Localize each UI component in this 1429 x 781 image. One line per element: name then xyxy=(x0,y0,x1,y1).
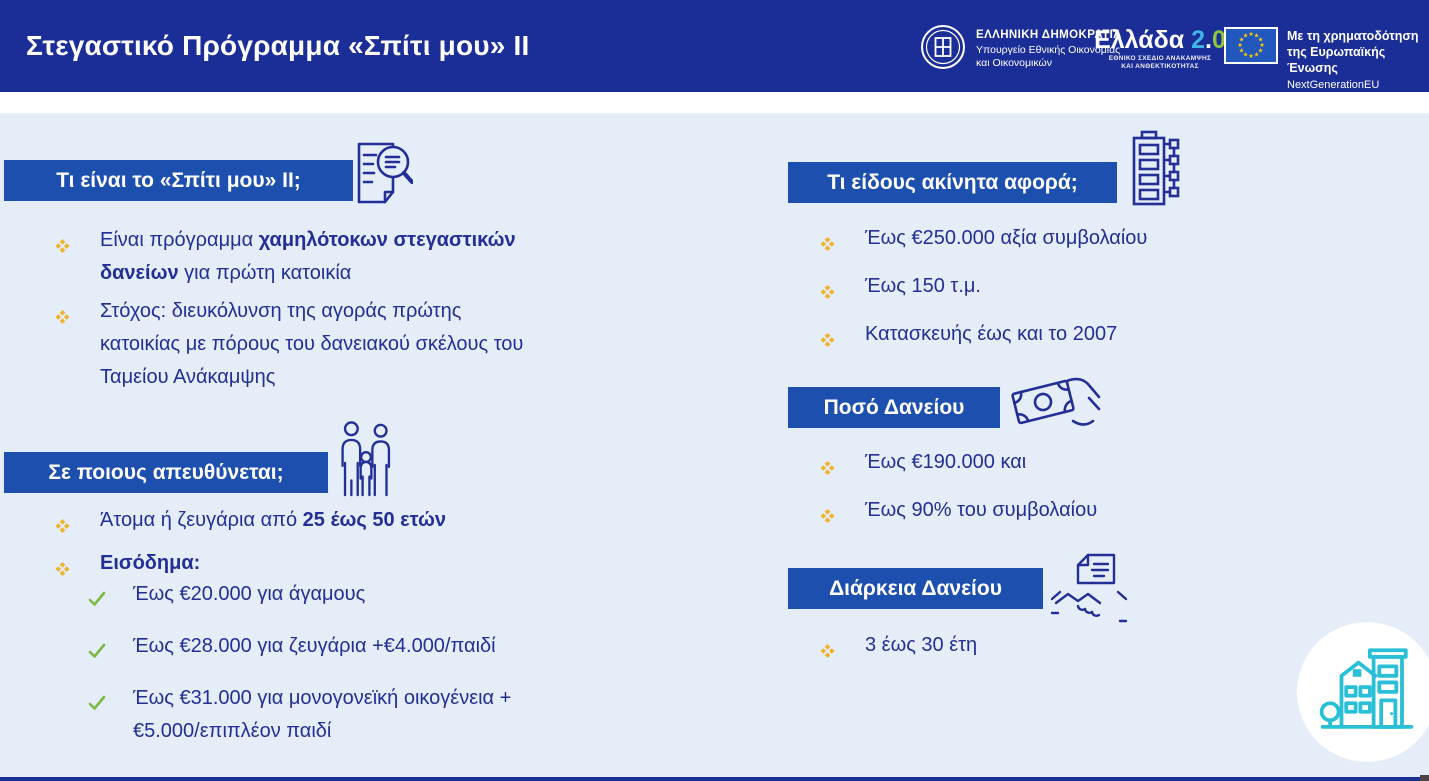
gov-logo-text: ΕΛΛΗΝΙΚΗ ΔΗΜΟΚΡΑΤΙΑ Υπουργείο Εθνικής Οι… xyxy=(976,29,1122,70)
list-item: Κατασκευής έως και το 2007 xyxy=(820,318,1260,359)
bullet-text: Έως 90% του συμβολαίου xyxy=(865,499,1098,521)
page-title: Στεγαστικό Πρόγραμμα «Σπίτι μου» II xyxy=(26,30,530,61)
greece20-zero: 0 xyxy=(1211,26,1226,54)
section-header-property: Τι είδους ακίνητα αφορά; xyxy=(788,162,1117,203)
greece-2-0-logo: Ελλάδα 2.0 ΕΘΝΙΚΟ ΣΧΕΔΙΟ ΑΝΑΚΑΜΨΗΣ ΚΑΙ Α… xyxy=(1093,27,1227,71)
document-search-icon xyxy=(355,140,415,211)
who-bullet-list: Άτομα ή ζευγάρια από 25 έως 50 ετών Εισόδ… xyxy=(55,504,595,590)
list-item: Εισόδημα: xyxy=(55,547,595,588)
income-check-list: Έως €20.000 για άγαμους Έως €28.000 για ζ… xyxy=(88,578,568,760)
buildings-icon xyxy=(1315,638,1419,747)
list-item: Έως €20.000 για άγαμους xyxy=(88,578,568,618)
diamond-bullet-icon xyxy=(55,547,100,588)
list-item: Έως €190.000 και xyxy=(820,446,1260,487)
section-header-loan-amount: Ποσό Δανείου xyxy=(788,387,1000,428)
bullet-text: 3 έως 30 έτη xyxy=(865,634,978,656)
bullet-text: Έως €20.000 για άγαμους xyxy=(133,583,366,605)
banknote-hand-icon xyxy=(1003,370,1103,439)
svg-text:★: ★ xyxy=(1248,31,1254,38)
list-item: Έως 150 τ.μ. xyxy=(820,270,1260,311)
greece20-dot: . xyxy=(1205,26,1212,54)
loan-duration-bullet-list: 3 έως 30 έτη xyxy=(820,629,1260,677)
bullet-text: Κατασκευής έως και το 2007 xyxy=(865,323,1118,345)
svg-text:★: ★ xyxy=(1259,42,1265,49)
diamond-bullet-icon xyxy=(820,222,865,263)
loan-amount-bullet-list: Έως €190.000 και Έως 90% του συμβολαίου xyxy=(820,446,1260,542)
bullet-text: Είναι πρόγραμμα χαμηλότοκων στεγαστικών … xyxy=(100,229,516,284)
check-icon xyxy=(88,682,133,748)
eu-funding-line2: της Ευρωπαϊκής Ένωσης xyxy=(1287,45,1386,75)
bullet-text: Έως 150 τ.μ. xyxy=(865,275,981,297)
svg-text:★: ★ xyxy=(1243,33,1249,40)
section-header-loan-duration: Διάρκεια Δανείου xyxy=(788,568,1043,609)
svg-text:★: ★ xyxy=(1254,52,1260,59)
greece20-wordmark: Ελλάδα xyxy=(1094,26,1185,54)
buildings-circle-badge xyxy=(1297,622,1429,762)
svg-text:★: ★ xyxy=(1237,42,1243,49)
greece20-two: 2 xyxy=(1191,26,1206,54)
family-icon xyxy=(338,420,394,505)
gov-name: ΕΛΛΗΝΙΚΗ ΔΗΜΟΚΡΑΤΙΑ xyxy=(976,29,1122,41)
bullet-text: Έως €28.000 για ζευγάρια +€4.000/παιδί xyxy=(133,635,496,657)
diamond-bullet-icon xyxy=(820,494,865,535)
section-header-what-is: Τι είναι το «Σπίτι μου» II; xyxy=(4,160,353,201)
gov-ministry-line1: Υπουργείο Εθνικής Οικονομίας xyxy=(976,44,1121,56)
svg-text:★: ★ xyxy=(1239,48,1245,55)
check-icon xyxy=(88,578,133,618)
property-bullet-list: Έως €250.000 αξία συμβολαίου Έως 150 τ.μ.… xyxy=(820,222,1260,366)
diamond-bullet-icon xyxy=(55,504,100,545)
list-item: Είναι πρόγραμμα χαμηλότοκων στεγαστικών … xyxy=(55,224,545,290)
eu-flag-icon: ★ ★ ★ ★ ★ ★ ★ ★ ★ ★ ★ ★ xyxy=(1224,27,1278,69)
list-item: Έως €250.000 αξία συμβολαίου xyxy=(820,222,1260,263)
greece20-subtitle-line1: ΕΘΝΙΚΟ ΣΧΕΔΙΟ ΑΝΑΚΑΜΨΗΣ xyxy=(1108,55,1212,62)
eu-funding-line1: Με τη χρηματοδότηση xyxy=(1287,29,1419,43)
greece20-subtitle-line2: ΚΑΙ ΑΝΘΕΚΤΙΚΟΤΗΤΑΣ xyxy=(1121,63,1199,70)
diamond-bullet-icon xyxy=(820,629,865,670)
bullet-text: Στόχος: διευκόλυνση της αγοράς πρώτης κα… xyxy=(100,300,524,388)
header-divider xyxy=(0,92,1429,113)
svg-text:★: ★ xyxy=(1243,52,1249,59)
list-item: Στόχος: διευκόλυνση της αγοράς πρώτης κα… xyxy=(55,295,545,394)
list-item: Έως 90% του συμβολαίου xyxy=(820,494,1260,535)
corner-artifact xyxy=(1420,775,1429,781)
list-item: Έως €28.000 για ζευγάρια +€4.000/παιδί xyxy=(88,630,568,670)
bullet-text: Έως €190.000 και xyxy=(865,451,1027,473)
svg-text:★: ★ xyxy=(1254,33,1260,40)
hellenic-republic-emblem-icon xyxy=(920,24,966,75)
gov-ministry-line2: και Οικονομικών xyxy=(976,57,1052,69)
section-header-who: Σε ποιους απευθύνεται; xyxy=(4,452,328,493)
svg-text:★: ★ xyxy=(1258,48,1264,55)
bullet-text: Άτομα ή ζευγάρια από 25 έως 50 ετών xyxy=(100,509,446,531)
diamond-bullet-icon xyxy=(820,318,865,359)
apartment-building-icon xyxy=(1129,130,1183,213)
footer-accent-bar xyxy=(0,777,1429,781)
bullet-text: Εισόδημα: xyxy=(100,552,201,574)
list-item: 3 έως 30 έτη xyxy=(820,629,1260,670)
what-is-bullet-list: Είναι πρόγραμμα χαμηλότοκων στεγαστικών … xyxy=(55,224,545,399)
bullet-text: Έως €31.000 για μονογονεϊκή οικογένεια +… xyxy=(133,687,512,742)
check-icon xyxy=(88,630,133,670)
header-bar: Στεγαστικό Πρόγραμμα «Σπίτι μου» II ΕΛΛΗ… xyxy=(0,0,1429,92)
diamond-bullet-icon xyxy=(820,270,865,311)
eu-nextgeneration-label: NextGenerationEU xyxy=(1287,79,1380,91)
diamond-bullet-icon xyxy=(820,446,865,487)
diamond-bullet-icon xyxy=(55,224,100,290)
diamond-bullet-icon xyxy=(55,295,100,394)
svg-text:★: ★ xyxy=(1248,53,1254,60)
eu-funding-logo: ★ ★ ★ ★ ★ ★ ★ ★ ★ ★ ★ ★ Με τη χρηματοδότ… xyxy=(1224,27,1429,92)
list-item: Άτομα ή ζευγάρια από 25 έως 50 ετών xyxy=(55,504,595,545)
hellenic-republic-logo: ΕΛΛΗΝΙΚΗ ΔΗΜΟΚΡΑΤΙΑ Υπουργείο Εθνικής Οι… xyxy=(920,24,1122,75)
list-item: Έως €31.000 για μονογονεϊκή οικογένεια +… xyxy=(88,682,568,748)
bullet-text: Έως €250.000 αξία συμβολαίου xyxy=(865,227,1148,249)
svg-text:★: ★ xyxy=(1258,37,1264,44)
svg-text:★: ★ xyxy=(1239,37,1245,44)
handshake-contract-icon xyxy=(1050,551,1128,634)
